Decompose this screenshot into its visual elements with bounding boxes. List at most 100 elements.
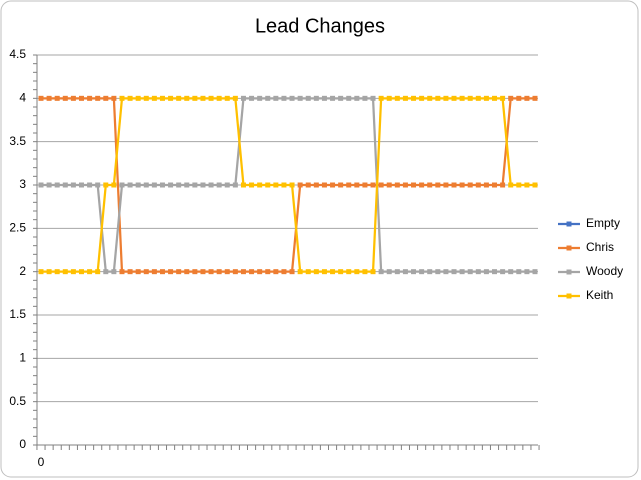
marker xyxy=(103,182,109,188)
y-tick-label: 0.5 xyxy=(9,394,26,408)
marker xyxy=(297,182,303,188)
legend-marker xyxy=(566,245,572,251)
marker xyxy=(168,95,174,101)
marker xyxy=(386,95,392,101)
y-tick-label: 4.5 xyxy=(9,47,26,61)
marker xyxy=(159,95,165,101)
marker xyxy=(62,95,68,101)
marker xyxy=(184,269,190,275)
marker xyxy=(87,269,93,275)
marker xyxy=(143,269,149,275)
marker xyxy=(483,182,489,188)
marker xyxy=(451,182,457,188)
marker xyxy=(240,269,246,275)
marker xyxy=(459,95,465,101)
marker xyxy=(168,182,174,188)
marker xyxy=(208,182,214,188)
marker xyxy=(273,95,279,101)
marker xyxy=(402,269,408,275)
marker xyxy=(135,182,141,188)
legend-marker xyxy=(566,293,572,299)
marker xyxy=(330,182,336,188)
marker xyxy=(135,95,141,101)
marker xyxy=(346,269,352,275)
marker xyxy=(467,269,473,275)
marker xyxy=(475,269,481,275)
marker xyxy=(273,269,279,275)
marker xyxy=(459,269,465,275)
marker xyxy=(411,182,417,188)
marker xyxy=(168,269,174,275)
marker xyxy=(273,182,279,188)
marker xyxy=(500,269,506,275)
marker xyxy=(70,269,76,275)
marker xyxy=(70,95,76,101)
marker xyxy=(95,95,101,101)
x-tick-label: 0 xyxy=(38,455,45,469)
marker xyxy=(492,95,498,101)
marker xyxy=(370,95,376,101)
marker xyxy=(176,95,182,101)
marker xyxy=(483,95,489,101)
marker xyxy=(46,95,52,101)
marker xyxy=(62,269,68,275)
marker xyxy=(281,95,287,101)
marker xyxy=(386,182,392,188)
marker xyxy=(127,269,133,275)
marker xyxy=(402,182,408,188)
marker xyxy=(151,95,157,101)
marker xyxy=(265,95,271,101)
marker xyxy=(532,95,538,101)
marker xyxy=(378,269,384,275)
marker xyxy=(143,182,149,188)
marker xyxy=(362,269,368,275)
marker xyxy=(87,182,93,188)
marker xyxy=(419,95,425,101)
marker xyxy=(492,182,498,188)
marker xyxy=(411,95,417,101)
marker xyxy=(78,95,84,101)
marker xyxy=(500,182,506,188)
marker xyxy=(346,182,352,188)
marker xyxy=(127,182,133,188)
marker xyxy=(524,269,530,275)
marker xyxy=(159,182,165,188)
marker xyxy=(184,182,190,188)
y-tick-label: 4 xyxy=(19,91,26,105)
marker xyxy=(265,269,271,275)
marker xyxy=(70,182,76,188)
marker xyxy=(103,95,109,101)
marker xyxy=(119,269,125,275)
marker xyxy=(151,269,157,275)
legend-label: Keith xyxy=(586,288,613,302)
marker xyxy=(402,95,408,101)
y-tick-label: 0 xyxy=(19,437,26,451)
marker xyxy=(321,95,327,101)
marker xyxy=(467,95,473,101)
marker xyxy=(435,269,441,275)
marker xyxy=(313,95,319,101)
marker xyxy=(232,269,238,275)
marker xyxy=(443,269,449,275)
legend-label: Empty xyxy=(586,216,620,230)
marker xyxy=(354,95,360,101)
marker xyxy=(224,269,230,275)
marker xyxy=(419,182,425,188)
marker xyxy=(532,182,538,188)
marker xyxy=(516,269,522,275)
marker xyxy=(143,95,149,101)
marker xyxy=(313,182,319,188)
marker xyxy=(224,95,230,101)
legend-label: Woody xyxy=(586,264,623,278)
marker xyxy=(313,269,319,275)
marker xyxy=(78,269,84,275)
marker xyxy=(370,182,376,188)
marker xyxy=(184,95,190,101)
marker xyxy=(297,269,303,275)
marker xyxy=(492,269,498,275)
marker xyxy=(240,95,246,101)
marker xyxy=(459,182,465,188)
marker xyxy=(362,182,368,188)
marker xyxy=(451,95,457,101)
